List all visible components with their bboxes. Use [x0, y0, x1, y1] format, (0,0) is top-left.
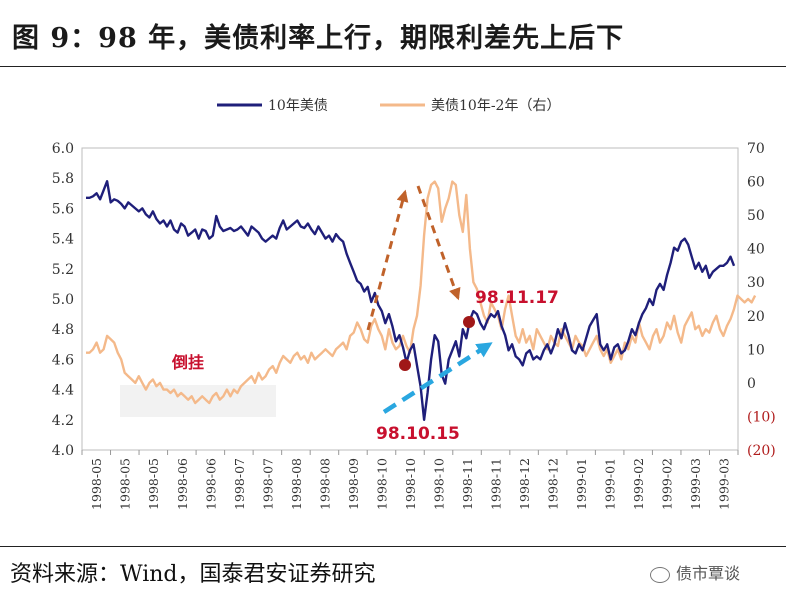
- y-left-tick-label: 4.0: [52, 443, 74, 459]
- y-right-tick-label: 70: [747, 141, 765, 157]
- x-tick-label: 1998-07: [260, 458, 275, 510]
- arrow-spread-rise: [366, 189, 409, 331]
- x-tick-label: 1998-06: [203, 458, 218, 510]
- label-98-10-15: 98.10.15: [376, 424, 460, 444]
- x-tick-label: 1999-02: [631, 458, 646, 510]
- x-tick-label: 1999-01: [574, 458, 589, 510]
- x-tick-label: 1998-05: [89, 458, 104, 510]
- x-tick-label: 1998-11: [488, 458, 503, 510]
- y-left-tick-label: 4.4: [52, 383, 74, 399]
- arrow-spread-fall: [416, 185, 461, 301]
- y-right-tick-label: 50: [747, 208, 765, 224]
- y-left-tick-label: 4.6: [52, 352, 74, 368]
- y-left-tick-label: 4.2: [52, 413, 74, 429]
- y-axis-right: (20) (10) 0 10 20 30 40 50 60 70: [747, 141, 776, 459]
- x-tick-label: 1998-06: [175, 458, 190, 510]
- chart-frame: [81, 147, 739, 451]
- y-right-tick-label: 30: [747, 275, 765, 291]
- arrow-yield-rise: [382, 342, 493, 414]
- x-axis: 1998-05 1998-05 1998-05 1998-06 1998-06 1998-…: [81, 450, 739, 510]
- marker-98-10-15: [399, 359, 411, 371]
- marker-98-11-17: [463, 316, 475, 328]
- series-line-10y: [86, 180, 736, 421]
- plot-area: [81, 147, 739, 451]
- y-left-tick-label: 5.4: [52, 232, 74, 248]
- watermark-text: 债市覃谈: [676, 564, 741, 583]
- y-right-tick-label: (20): [747, 443, 776, 459]
- y-right-tick-label: 40: [747, 242, 765, 258]
- label-98-11-17: 98.11.17: [475, 288, 559, 308]
- x-tick-label: 1999-01: [603, 458, 618, 510]
- x-tick-label: 1998-10: [403, 458, 418, 510]
- series-group: [86, 180, 757, 421]
- y-left-tick-label: 5.0: [52, 292, 74, 308]
- y-left-tick-label: 4.8: [52, 322, 74, 338]
- y-axis-left: 4.0 4.2 4.4 4.6 4.8 5.0 5.2 5.4 5.6 5.8 6.0: [52, 141, 74, 459]
- x-tick-label: 1998-07: [232, 458, 247, 510]
- source-note: 资料来源：Wind，国泰君安证券研究: [10, 562, 376, 587]
- x-tick-label: 1998-08: [317, 458, 332, 510]
- legend-label-series-2: 美债10年-2年（右）: [431, 98, 560, 114]
- x-tick-label: 1998-10: [431, 458, 446, 510]
- y-right-tick-label: (10): [747, 409, 776, 425]
- chart: 10年美债 美债10年-2年（右） 4.0 4.2 4.4 4.6 4.8 5.0 5.2 5…: [52, 98, 776, 510]
- x-tick-label: 1998-05: [118, 458, 133, 510]
- chart-title: 图 9：98 年，美债利率上行，期限利差先上后下: [12, 23, 625, 54]
- y-right-tick-label: 20: [747, 309, 765, 325]
- y-right-tick-label: 0: [747, 376, 756, 392]
- label-inversion: 倒挂: [171, 353, 204, 372]
- x-tick-label: 1998-10: [374, 458, 389, 510]
- title-divider: [0, 66, 786, 67]
- x-tick-label: 1999-02: [660, 458, 675, 510]
- y-left-tick-label: 5.2: [52, 262, 74, 278]
- x-tick-label: 1999-03: [717, 458, 732, 510]
- y-left-tick-label: 5.6: [52, 201, 74, 217]
- y-right-tick-label: 10: [747, 342, 765, 358]
- y-right-tick-label: 60: [747, 175, 765, 191]
- y-left-tick-label: 6.0: [52, 141, 74, 157]
- legend-label-series-1: 10年美债: [268, 98, 328, 114]
- x-tick-label: 1998-08: [289, 458, 304, 510]
- x-tick-label: 1998-05: [146, 458, 161, 510]
- x-tick-label: 1999-03: [688, 458, 703, 510]
- legend: 10年美债 美债10年-2年（右）: [217, 98, 560, 114]
- watermark: 债市覃谈: [650, 560, 740, 584]
- source-divider: [0, 546, 786, 547]
- annotations: 98.10.15 98.11.17 倒挂: [171, 185, 559, 444]
- x-tick-label: 1998-12: [517, 458, 532, 510]
- x-tick-label: 1998-09: [346, 458, 361, 510]
- wechat-icon: [650, 566, 670, 583]
- x-tick-label: 1998-11: [460, 458, 475, 510]
- series-line-spread: [86, 180, 757, 405]
- y-left-tick-label: 5.8: [52, 171, 74, 187]
- x-tick-label: 1998-12: [546, 458, 561, 510]
